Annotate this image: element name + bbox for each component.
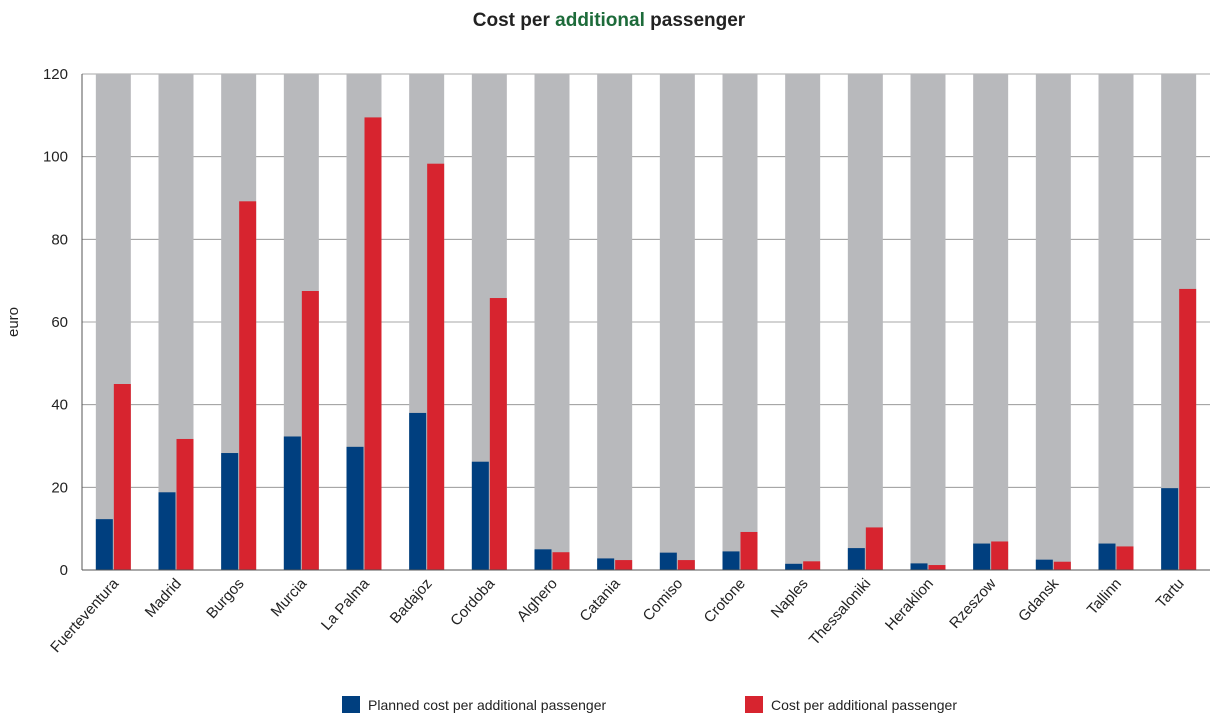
chart-title: Cost per additional passenger: [473, 10, 746, 31]
background-bar: [847, 74, 883, 570]
x-tick-label: Crotone: [701, 575, 749, 626]
bar-planned-cost: [847, 548, 865, 570]
bar-planned-cost: [283, 436, 301, 570]
legend-swatch: [745, 696, 763, 713]
y-tick-label: 100: [43, 149, 68, 166]
bar-planned-cost: [1035, 559, 1053, 570]
bar-cost: [740, 531, 758, 570]
legend: Planned cost per additional passenger Cos…: [342, 696, 957, 713]
gridlines: [82, 73, 1210, 488]
bar-planned-cost: [597, 558, 615, 570]
bar-planned-cost: [659, 552, 677, 570]
x-tick-label: Thessaloniki: [806, 575, 874, 648]
y-tick-label: 40: [51, 397, 68, 414]
x-tick-label: Badajoz: [387, 575, 436, 627]
x-tick-label: Rzeszow: [946, 575, 999, 632]
y-axis-label: euro: [5, 307, 22, 337]
bar-planned-cost: [346, 446, 364, 570]
bar-cost: [803, 561, 821, 570]
background-bar: [973, 74, 1009, 570]
x-tick-label: Catania: [576, 575, 624, 625]
legend-swatch: [342, 696, 360, 713]
background-bars: [95, 74, 1197, 570]
bar-planned-cost: [1161, 488, 1179, 570]
x-tick-label: La Palma: [318, 575, 373, 634]
bar-planned-cost: [534, 549, 552, 570]
y-tick-label: 20: [51, 479, 68, 496]
background-bar: [1098, 74, 1134, 570]
background-bar: [534, 74, 570, 570]
chart-title-highlight: additional: [555, 10, 645, 31]
bar-planned-cost: [221, 453, 239, 570]
x-tick-label: Heraklion: [882, 575, 937, 633]
bar-cost: [176, 438, 194, 570]
bar-planned-cost: [95, 519, 113, 570]
y-tick-label: 120: [43, 66, 68, 83]
bar-cost: [113, 384, 131, 570]
x-tick-label: Alghero: [514, 575, 561, 625]
y-tick-label: 80: [51, 231, 68, 248]
x-tick-label: Comiso: [640, 575, 687, 624]
data-bars: [95, 117, 1197, 571]
bar-planned-cost: [1098, 543, 1116, 570]
x-tick-label: Tartu: [1153, 575, 1188, 611]
bar-cost: [1179, 288, 1197, 570]
bar-cost: [301, 291, 319, 570]
bar-cost: [865, 527, 883, 570]
bar-cost: [489, 298, 507, 570]
y-tick-label: 60: [51, 314, 68, 331]
bar-planned-cost: [471, 461, 489, 570]
bar-cost: [239, 201, 257, 570]
legend-label: Planned cost per additional passenger: [368, 697, 607, 713]
x-tick-label: Burgos: [203, 575, 247, 622]
bar-cost: [991, 541, 1009, 570]
legend-label: Cost per additional passenger: [771, 697, 957, 713]
bar-cost: [552, 552, 570, 570]
x-tick-label: Tallinn: [1084, 575, 1125, 618]
background-bar: [910, 74, 946, 570]
bar-planned-cost: [973, 543, 991, 570]
x-tick-label: Fuerteventura: [47, 575, 123, 656]
bar-planned-cost: [722, 551, 740, 570]
bar-planned-cost: [910, 563, 928, 570]
background-bar: [597, 74, 633, 570]
y-tick-label: 0: [60, 562, 68, 579]
bar-cost: [1116, 546, 1134, 570]
background-bar: [1035, 74, 1071, 570]
bar-cost: [677, 560, 695, 570]
x-tick-label: Murcia: [268, 575, 311, 620]
bar-planned-cost: [158, 492, 176, 570]
bar-cost: [427, 163, 445, 570]
bar-planned-cost: [785, 563, 803, 570]
chart-title-part-3: passenger: [645, 10, 746, 31]
x-tick-label: Cordoba: [447, 575, 499, 630]
x-tick-label: Madrid: [142, 575, 185, 620]
bar-cost: [615, 560, 633, 570]
bar-cost: [928, 565, 946, 570]
bar-cost: [364, 117, 382, 571]
background-bar: [785, 74, 821, 570]
x-tick-label: Gdansk: [1015, 575, 1063, 625]
background-bar: [722, 74, 758, 570]
background-bar: [659, 74, 695, 570]
x-tick-label: Naples: [768, 575, 812, 621]
bar-planned-cost: [409, 412, 427, 570]
chart-title-part-1: Cost per: [473, 10, 555, 31]
bar-cost: [1053, 561, 1071, 570]
